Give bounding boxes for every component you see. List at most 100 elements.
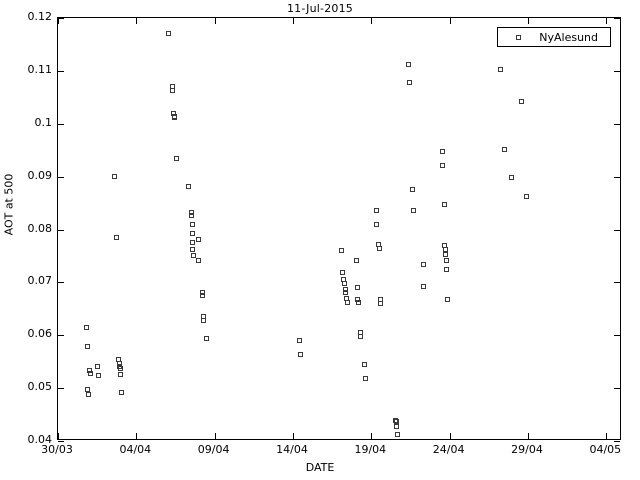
y-axis-tick: [614, 441, 620, 442]
data-point: [189, 221, 195, 227]
chart-title: 11-Jul-2015: [286, 2, 353, 15]
data-point: [373, 207, 379, 213]
x-axis-tick-label: 29/04: [511, 443, 543, 456]
data-point: [339, 248, 345, 254]
x-axis-tick: [528, 18, 529, 24]
plot-area: NyAlesund: [57, 17, 621, 442]
data-point: [170, 88, 176, 94]
data-point: [524, 194, 530, 200]
data-point: [353, 257, 359, 263]
data-point: [343, 290, 349, 296]
data-point: [344, 300, 350, 306]
data-point: [410, 207, 416, 213]
y-axis-tick-label: 0.06: [27, 327, 53, 341]
data-point: [95, 363, 101, 369]
data-point: [441, 201, 447, 207]
data-point: [165, 30, 171, 36]
data-point: [189, 239, 195, 245]
x-axis-title: DATE: [305, 461, 335, 474]
y-axis-tick: [614, 70, 620, 72]
y-axis-tick: [58, 388, 64, 390]
data-point: [354, 285, 360, 291]
data-point: [442, 247, 448, 253]
data-point: [498, 67, 504, 73]
x-axis-tick-label: 04/04: [119, 443, 152, 456]
y-axis-tick-label: 0.09: [27, 168, 53, 182]
data-point: [376, 246, 382, 252]
x-axis-tick: [371, 18, 373, 24]
data-point: [355, 296, 361, 302]
x-axis-tick: [606, 433, 608, 439]
x-axis-tick: [293, 18, 294, 24]
data-point: [443, 252, 449, 258]
data-point: [409, 186, 415, 192]
data-point: [343, 287, 349, 293]
x-axis-tick: [136, 433, 138, 439]
data-point: [362, 376, 368, 382]
y-axis-tick-label: 0.12: [27, 10, 53, 23]
data-point: [190, 247, 196, 253]
data-point: [199, 292, 205, 298]
y-axis-tick: [58, 123, 64, 125]
data-point: [393, 419, 399, 425]
x-axis-tick-label: 04/05: [589, 443, 622, 456]
data-point: [344, 295, 350, 301]
data-point: [116, 361, 122, 367]
data-point: [196, 257, 202, 263]
y-axis-tick: [58, 18, 64, 19]
data-point: [174, 156, 180, 162]
y-axis-tick: [614, 123, 620, 125]
data-point: [420, 261, 426, 267]
data-point: [172, 115, 178, 121]
y-axis-tick-label: 0.1: [34, 115, 53, 129]
data-point: [519, 99, 525, 105]
y-axis-tick-label: 0.04: [27, 433, 53, 446]
y-axis-tick: [614, 282, 620, 284]
data-point: [203, 335, 209, 341]
x-axis-tick: [449, 433, 451, 439]
data-point: [118, 366, 124, 372]
data-point: [87, 368, 93, 374]
data-point: [502, 146, 507, 152]
data-point: [186, 183, 192, 189]
data-point: [190, 253, 196, 259]
data-point: [115, 356, 121, 362]
data-point: [374, 221, 380, 227]
data-point: [406, 62, 412, 68]
data-point: [362, 362, 368, 368]
data-point: [200, 313, 206, 319]
data-point: [421, 284, 427, 290]
data-point: [296, 337, 302, 343]
data-point: [358, 333, 364, 339]
x-axis-tick: [58, 18, 59, 24]
y-axis-tick: [58, 282, 64, 284]
y-axis-tick: [58, 441, 64, 442]
data-point: [443, 257, 449, 263]
data-point: [298, 351, 304, 357]
data-point: [118, 372, 124, 378]
x-axis-tick-label: 14/04: [276, 443, 308, 456]
data-point: [189, 213, 195, 219]
y-axis-tick-label: 0.11: [27, 62, 53, 76]
data-point: [188, 210, 194, 216]
x-axis-tick: [606, 18, 608, 24]
data-point: [113, 234, 119, 240]
y-axis-tick: [614, 176, 620, 178]
data-point: [111, 174, 117, 180]
x-axis-tick: [136, 18, 138, 24]
x-axis-tick: [528, 433, 529, 439]
data-point: [444, 296, 450, 302]
y-axis-tick-label: 0.05: [27, 380, 53, 394]
data-point: [340, 270, 346, 276]
data-point: [342, 280, 348, 286]
data-point: [394, 424, 400, 430]
y-axis-tick-label: 0.08: [27, 221, 53, 235]
data-point: [407, 80, 413, 85]
data-point: [86, 391, 92, 397]
data-point: [85, 387, 91, 393]
y-axis-tick: [614, 18, 620, 19]
data-point: [444, 267, 450, 273]
data-point: [195, 236, 201, 242]
data-point: [509, 175, 515, 181]
